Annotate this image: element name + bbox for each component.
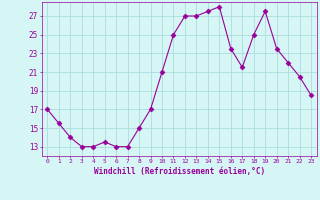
X-axis label: Windchill (Refroidissement éolien,°C): Windchill (Refroidissement éolien,°C): [94, 167, 265, 176]
